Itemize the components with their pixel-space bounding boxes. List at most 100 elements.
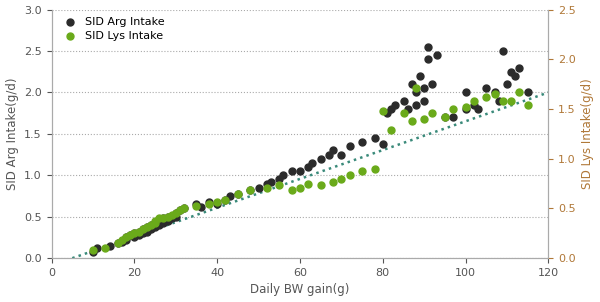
- SID Lys Intake: [154, 216, 164, 221]
- SID Lys Intake: [304, 181, 313, 186]
- SID Arg Intake: [391, 102, 400, 107]
- SID Arg Intake: [498, 49, 508, 53]
- SID Arg Intake: [358, 140, 367, 145]
- SID Lys Intake: [411, 86, 421, 91]
- SID Arg Intake: [502, 82, 512, 87]
- SID Lys Intake: [167, 213, 176, 217]
- SID Arg Intake: [308, 160, 317, 165]
- SID Lys Intake: [117, 237, 127, 242]
- SID Arg Intake: [287, 169, 296, 174]
- SID Lys Intake: [407, 119, 416, 124]
- SID Lys Intake: [191, 204, 201, 208]
- SID Arg Intake: [411, 102, 421, 107]
- SID Arg Intake: [92, 246, 102, 251]
- SID Lys Intake: [171, 210, 181, 215]
- SID Arg Intake: [482, 86, 491, 91]
- SID Lys Intake: [399, 111, 409, 116]
- SID Arg Intake: [424, 44, 433, 49]
- SID Arg Intake: [370, 136, 379, 140]
- SID Lys Intake: [448, 107, 458, 111]
- SID Arg Intake: [154, 223, 164, 227]
- SID Arg Intake: [130, 231, 139, 236]
- SID Arg Intake: [150, 223, 160, 227]
- SID Arg Intake: [262, 181, 272, 186]
- SID Lys Intake: [204, 202, 214, 207]
- SID Arg Intake: [196, 204, 205, 209]
- Y-axis label: SID Lys Intake(g/d): SID Lys Intake(g/d): [581, 79, 595, 189]
- SID Arg Intake: [403, 107, 412, 111]
- SID Arg Intake: [245, 188, 255, 193]
- SID Lys Intake: [328, 179, 338, 184]
- SID Lys Intake: [370, 166, 379, 171]
- SID Arg Intake: [278, 173, 288, 178]
- SID Arg Intake: [473, 107, 483, 111]
- SID Lys Intake: [316, 183, 326, 188]
- SID Arg Intake: [424, 57, 433, 62]
- SID Arg Intake: [233, 191, 242, 196]
- SID Arg Intake: [461, 90, 470, 95]
- SID Arg Intake: [171, 214, 181, 219]
- SID Lys Intake: [490, 92, 499, 97]
- SID Lys Intake: [245, 188, 255, 193]
- SID Arg Intake: [134, 233, 143, 237]
- SID Lys Intake: [461, 105, 470, 110]
- SID Lys Intake: [175, 208, 185, 213]
- SID Lys Intake: [378, 108, 388, 113]
- SID Arg Intake: [515, 65, 524, 70]
- SID Arg Intake: [225, 194, 235, 198]
- SID Arg Intake: [158, 216, 168, 221]
- SID Lys Intake: [158, 216, 168, 221]
- SID Arg Intake: [328, 148, 338, 153]
- SID Lys Intake: [101, 246, 110, 251]
- SID Arg Intake: [428, 82, 437, 87]
- SID Arg Intake: [117, 239, 127, 244]
- SID Lys Intake: [113, 241, 122, 246]
- SID Arg Intake: [411, 90, 421, 95]
- SID Lys Intake: [482, 94, 491, 99]
- SID Lys Intake: [386, 127, 396, 132]
- SID Arg Intake: [88, 249, 98, 254]
- SID Arg Intake: [138, 231, 148, 236]
- SID Lys Intake: [358, 169, 367, 174]
- SID Arg Intake: [407, 82, 416, 87]
- SID Arg Intake: [171, 210, 181, 215]
- SID Lys Intake: [295, 185, 305, 190]
- SID Arg Intake: [432, 53, 442, 58]
- SID Arg Intake: [142, 224, 152, 229]
- SID Arg Intake: [191, 202, 201, 207]
- SID Arg Intake: [142, 229, 152, 234]
- SID Arg Intake: [295, 169, 305, 174]
- SID Lys Intake: [523, 102, 533, 107]
- SID Arg Intake: [304, 165, 313, 169]
- SID Lys Intake: [440, 115, 450, 120]
- SID Arg Intake: [266, 179, 276, 184]
- SID Arg Intake: [163, 218, 172, 223]
- SID Lys Intake: [142, 224, 152, 229]
- SID Lys Intake: [274, 183, 284, 188]
- SID Arg Intake: [511, 73, 520, 78]
- SID Arg Intake: [316, 156, 326, 161]
- SID Lys Intake: [125, 233, 135, 237]
- SID Arg Intake: [130, 235, 139, 240]
- SID Lys Intake: [498, 98, 508, 103]
- SID Lys Intake: [179, 206, 189, 211]
- SID Lys Intake: [262, 185, 272, 190]
- Y-axis label: SID Arg Intake(g/d): SID Arg Intake(g/d): [5, 78, 19, 190]
- SID Arg Intake: [204, 199, 214, 204]
- SID Arg Intake: [469, 102, 479, 107]
- SID Arg Intake: [382, 111, 392, 116]
- X-axis label: Daily BW gain(g): Daily BW gain(g): [250, 284, 350, 297]
- SID Lys Intake: [163, 214, 172, 219]
- SID Arg Intake: [254, 185, 263, 190]
- SID Arg Intake: [150, 224, 160, 229]
- SID Arg Intake: [345, 144, 355, 149]
- SID Lys Intake: [212, 199, 222, 204]
- SID Lys Intake: [287, 188, 296, 193]
- SID Arg Intake: [105, 243, 115, 248]
- SID Arg Intake: [440, 115, 450, 120]
- SID Arg Intake: [419, 86, 429, 91]
- SID Arg Intake: [274, 177, 284, 182]
- SID Arg Intake: [212, 202, 222, 207]
- SID Arg Intake: [448, 115, 458, 120]
- SID Arg Intake: [399, 98, 409, 103]
